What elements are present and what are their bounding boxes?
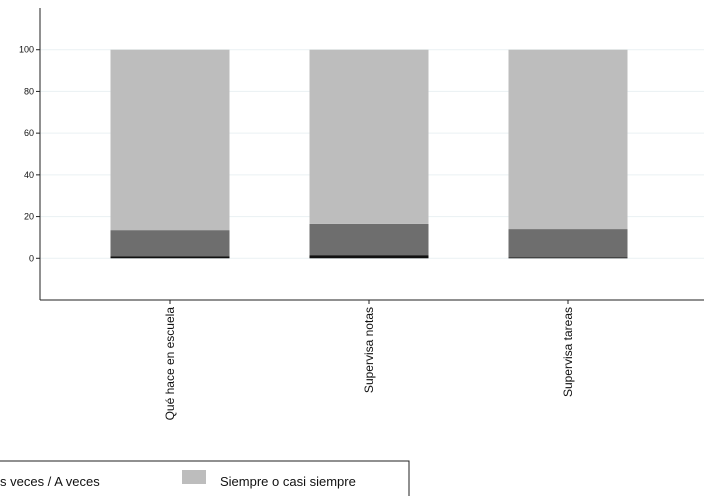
bar-segment [508, 49, 628, 230]
legend: s veces / A veces Siempre o casi siempre [0, 460, 410, 496]
bar-segment [110, 49, 230, 231]
bar-segment [309, 49, 429, 224]
y-tick-label: 60 [24, 128, 34, 138]
bar-segment [110, 256, 230, 259]
legend-label-series-3: Siempre o casi siempre [220, 474, 356, 489]
bar-segment [508, 257, 628, 259]
category-labels: Qué hace en escuela Supervisa notas Superv… [163, 300, 575, 420]
legend-label-series-2: s veces / A veces [0, 474, 100, 489]
y-tick-label: 40 [24, 170, 34, 180]
y-ticks: 0 20 40 60 80 100 [19, 45, 40, 263]
y-tick-label: 80 [24, 86, 34, 96]
category-label: Supervisa tareas [561, 307, 575, 397]
category-label: Supervisa notas [362, 307, 376, 393]
bars [110, 49, 628, 259]
legend-swatch-series-3 [182, 470, 206, 484]
axes [39, 8, 704, 301]
bar-segment [110, 230, 230, 257]
bar-segment [309, 223, 429, 256]
bar-segment [309, 255, 429, 259]
category-label: Qué hace en escuela [163, 307, 177, 421]
y-tick-label: 100 [19, 45, 34, 55]
y-tick-label: 0 [29, 253, 34, 263]
y-tick-label: 20 [24, 212, 34, 222]
bar-segment [508, 229, 628, 258]
